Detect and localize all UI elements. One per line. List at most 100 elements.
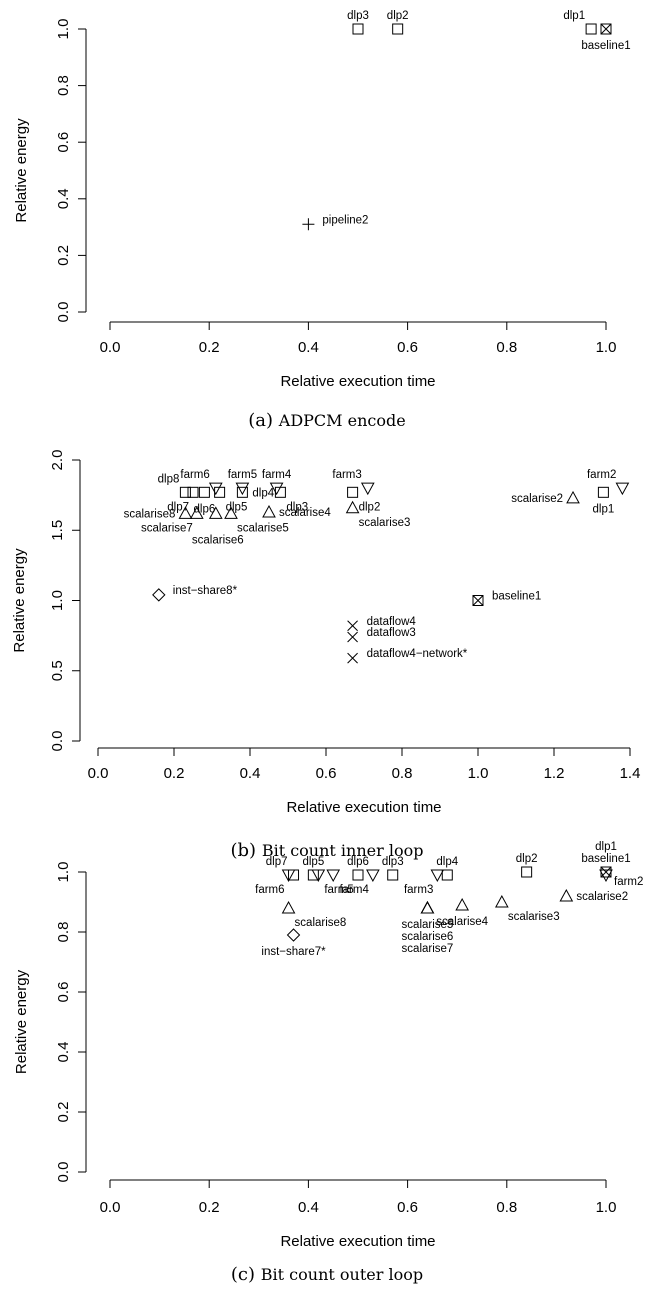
chart-panel-b: 0.0 0.2 0.4 0.6 0.8 1.0 1.2 1.4 0.0 0.5 1.0 1.5 2.0 R…: [0, 442, 654, 872]
data-label: dlp6: [347, 856, 369, 868]
data-point-triangle-down: [360, 482, 375, 496]
data-point-triangle-down: [208, 482, 223, 496]
x-tick-label: 0.4: [298, 1199, 319, 1216]
data-point-square: [387, 869, 399, 881]
data-point-square: [179, 486, 191, 498]
data-label: scalarise7: [141, 522, 193, 534]
x-tick-label: 0.6: [316, 765, 337, 782]
data-point-square: [214, 486, 226, 498]
data-point-square: [198, 486, 210, 498]
y-tick-label: 1.0: [55, 19, 72, 40]
data-label: dlp4: [436, 856, 458, 868]
chart-c-svg: 0.0 0.2 0.4 0.6 0.8 1.0 0.0 0.2 0.4 0.6 0.8 1.0 Rela…: [13, 841, 643, 1250]
data-point-square: [585, 23, 597, 35]
data-label: scalarise4: [279, 507, 331, 519]
data-label: dataflow3: [367, 627, 416, 639]
data-point-triangle-down: [366, 869, 380, 883]
data-label: scalarise7: [402, 943, 454, 955]
y-tick-label: 0.0: [55, 1162, 72, 1183]
data-label: dlp3: [347, 10, 369, 22]
chart-panel-a: 0.0 0.2 0.4 0.6 0.8 1.0 0.0 0.2 0.4 0.6 0.8 1.0 Rela…: [0, 0, 654, 442]
x-axis: 0.0 0.2 0.4 0.6 0.8 1.0 1.2 1.4: [88, 747, 640, 782]
x-tick-label: 1.2: [544, 765, 565, 782]
y-axis-title: Relative energy: [13, 969, 30, 1074]
data-label: farm5: [228, 469, 257, 481]
data-point-triangle-up: [420, 900, 435, 914]
data-point-triangle-up: [420, 900, 435, 914]
x-tick-label: 0.2: [199, 339, 220, 356]
data-label: farm2: [614, 876, 643, 888]
data-label: dlp5: [226, 501, 248, 513]
data-point-triangle-up: [559, 888, 574, 902]
data-label: scalarise2: [511, 493, 563, 505]
data-label: baseline1: [581, 40, 630, 52]
x-tick-label: 0.4: [240, 765, 261, 782]
x-tick-label: 0.2: [164, 765, 185, 782]
data-point-cross: [347, 631, 358, 643]
caption-c: (c) Bit count outer loop: [0, 1264, 654, 1285]
data-point-triangle-down: [430, 869, 445, 883]
data-label: dlp4: [252, 487, 274, 499]
chart-panel-c: 0.0 0.2 0.4 0.6 0.8 1.0 0.0 0.2 0.4 0.6 0.8 1.0 Rela…: [0, 841, 654, 1300]
caption-b-tag: (b): [230, 840, 257, 861]
data-label: dlp2: [387, 10, 409, 22]
data-point-triangle-up: [208, 506, 223, 519]
y-tick-label: 1.5: [49, 520, 66, 541]
y-tick-label: 1.0: [49, 590, 66, 611]
chart-b-svg: 0.0 0.2 0.4 0.6 0.8 1.0 1.2 1.4 0.0 0.5 1.0 1.5 2.0 R…: [11, 450, 640, 816]
data-label: inst−share7*: [261, 946, 326, 958]
data-point-square: [392, 23, 404, 35]
data-point-triangle-up: [178, 506, 193, 519]
data-label: farm4: [262, 469, 292, 481]
data-point-diamond: [152, 588, 166, 602]
data-point-square: [347, 486, 359, 498]
data-point-square: [597, 486, 609, 498]
y-axis: 0.0 0.2 0.4 0.6 0.8 1.0: [55, 862, 87, 1183]
x-tick-label: 0.8: [496, 1199, 517, 1216]
x-tick-label: 1.0: [468, 765, 489, 782]
x-tick-label: 0.8: [496, 339, 517, 356]
data-point-square: [352, 23, 364, 35]
data-label: farm6: [255, 884, 284, 896]
data-point-triangle-up: [345, 500, 360, 514]
data-label: dlp1: [595, 841, 617, 853]
y-axis: 0.0 0.2 0.4 0.6 0.8 1.0: [55, 19, 87, 323]
data-label: inst−share8*: [173, 585, 238, 597]
y-tick-label: 0.2: [55, 245, 72, 266]
data-point-square: [352, 869, 364, 881]
y-tick-label: 0.4: [55, 1042, 72, 1063]
data-point-triangle-up: [281, 900, 296, 914]
data-label: dlp3: [286, 501, 308, 513]
data-point-plus: [302, 218, 315, 231]
data-label: baseline1: [581, 853, 630, 865]
data-label: farm2: [587, 469, 616, 481]
data-label: farm3: [404, 884, 433, 896]
y-tick-label: 2.0: [49, 450, 66, 471]
y-axis-title: Relative energy: [13, 118, 30, 223]
data-label: dlp5: [302, 856, 324, 868]
data-label: dataflow4: [367, 616, 417, 628]
data-label: scalarise3: [359, 517, 411, 529]
data-label: scalarise6: [192, 534, 244, 546]
x-axis: 0.0 0.2 0.4 0.6 0.8 1.0: [100, 321, 616, 356]
data-label: scalarise8: [124, 508, 176, 520]
y-tick-label: 1.0: [55, 862, 72, 883]
data-label: pipeline2: [322, 214, 368, 226]
x-axis-title: Relative execution time: [286, 799, 441, 816]
data-points: dlp3 dlp2 dlp1 baseline1 pipeline2: [302, 10, 631, 231]
caption-a-text: ADPCM encode: [278, 411, 406, 430]
x-tick-label: 0.8: [392, 765, 413, 782]
y-tick-label: 0.0: [55, 302, 72, 323]
data-label: scalarise4: [436, 916, 488, 928]
data-point-square: [236, 486, 248, 498]
data-label: dataflow4−network*: [367, 648, 468, 660]
y-tick-label: 0.2: [55, 1102, 72, 1123]
data-point-cross: [347, 652, 358, 664]
data-point-triangle-up: [224, 506, 238, 519]
data-label: farm5: [324, 884, 353, 896]
data-label: dlp7: [266, 856, 288, 868]
data-label: scalarise2: [576, 891, 628, 903]
y-axis-title: Relative energy: [11, 548, 28, 653]
data-point-triangle-up: [494, 894, 509, 908]
data-point-square-x: [600, 23, 612, 35]
